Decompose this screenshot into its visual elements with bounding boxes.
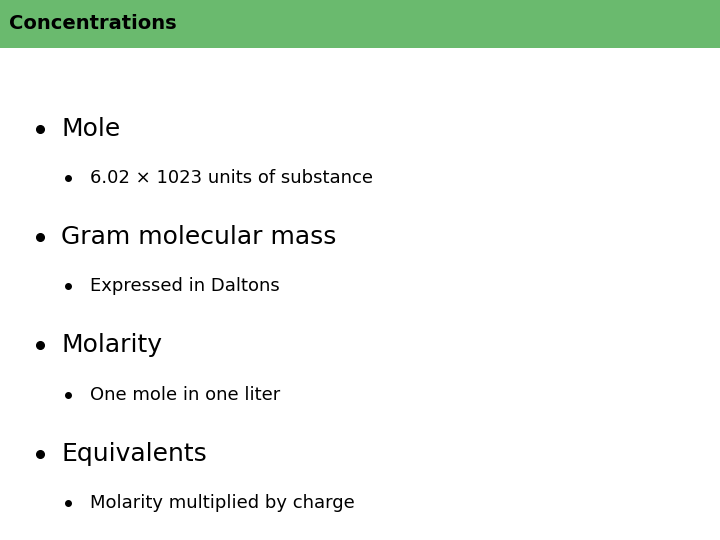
Text: Molarity: Molarity [61, 334, 162, 357]
Text: Molarity multiplied by charge: Molarity multiplied by charge [90, 494, 355, 512]
Text: One mole in one liter: One mole in one liter [90, 386, 280, 404]
Text: Concentrations: Concentrations [9, 14, 176, 33]
Text: Gram molecular mass: Gram molecular mass [61, 225, 336, 249]
Text: Expressed in Daltons: Expressed in Daltons [90, 278, 280, 295]
Text: Equivalents: Equivalents [61, 442, 207, 466]
FancyBboxPatch shape [0, 0, 720, 48]
Text: Mole: Mole [61, 117, 120, 141]
Text: 6.02 × 1023 units of substance: 6.02 × 1023 units of substance [90, 169, 373, 187]
